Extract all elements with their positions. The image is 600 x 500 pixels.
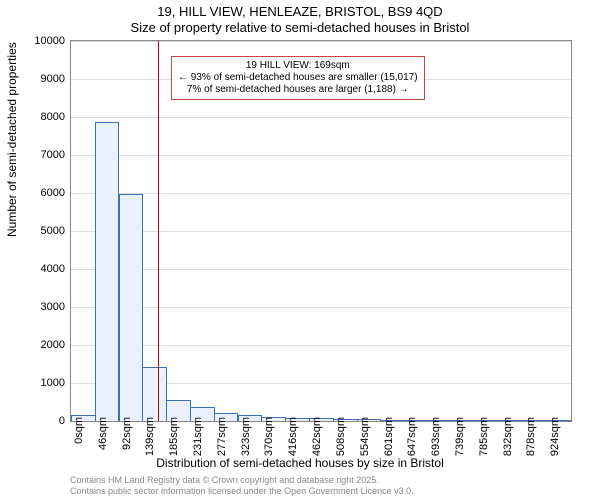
y-tick-label: 7000 [31,149,65,161]
x-tick-label: 46sqm [97,417,109,450]
x-tick-label: 139sqm [144,417,156,456]
x-axis-label: Distribution of semi-detached houses by … [0,456,600,470]
grid-line [71,155,571,156]
chart-subtitle: Size of property relative to semi-detach… [0,20,600,35]
grid-line [71,231,571,232]
x-tick-label: 601sqm [383,417,395,456]
grid-line [71,307,571,308]
y-tick-label: 1000 [31,377,65,389]
credits-line2: Contains public sector information licen… [70,486,414,497]
grid-line [71,269,571,270]
x-tick-label: 416sqm [287,417,299,456]
x-tick-label: 554sqm [359,417,371,456]
grid-line [71,193,571,194]
y-tick-label: 10000 [31,35,65,47]
y-tick-label: 5000 [31,225,65,237]
x-tick-label: 832sqm [502,417,514,456]
annotation-box: 19 HILL VIEW: 169sqm ← 93% of semi-detac… [171,56,425,100]
y-tick-label: 4000 [31,263,65,275]
x-tick-label: 370sqm [263,417,275,456]
histogram-bar [119,194,144,421]
y-tick-label: 0 [31,415,65,427]
annotation-line2: 7% of semi-detached houses are larger (1… [178,84,418,96]
credits-line1: Contains HM Land Registry data © Crown c… [70,475,414,486]
x-tick-label: 92sqm [121,417,133,450]
grid-line [71,117,571,118]
histogram-bar [95,122,120,421]
x-tick-label: 693sqm [430,417,442,456]
x-tick-label: 924sqm [549,417,561,456]
chart-plot-area: 0100020003000400050006000700080009000100… [70,40,572,422]
y-tick-label: 2000 [31,339,65,351]
grid-line [71,41,571,42]
x-tick-label: 0sqm [73,417,85,444]
x-tick-label: 462sqm [311,417,323,456]
y-tick-label: 6000 [31,187,65,199]
annotation-title: 19 HILL VIEW: 169sqm [178,60,418,72]
y-tick-label: 9000 [31,73,65,85]
x-tick-label: 878sqm [525,417,537,456]
y-axis-label: Number of semi-detached properties [5,42,19,237]
property-marker-line [158,41,159,421]
x-tick-label: 647sqm [406,417,418,456]
x-tick-label: 277sqm [216,417,228,456]
x-tick-label: 231sqm [192,417,204,456]
x-tick-label: 785sqm [478,417,490,456]
x-tick-label: 739sqm [454,417,466,456]
annotation-line1: ← 93% of semi-detached houses are smalle… [178,72,418,84]
y-tick-label: 8000 [31,111,65,123]
x-tick-label: 323sqm [240,417,252,456]
credits: Contains HM Land Registry data © Crown c… [70,475,414,497]
chart-title: 19, HILL VIEW, HENLEAZE, BRISTOL, BS9 4Q… [0,4,600,19]
x-tick-label: 185sqm [168,417,180,456]
histogram-bar [142,367,167,421]
y-tick-label: 3000 [31,301,65,313]
grid-line [71,345,571,346]
x-tick-label: 508sqm [335,417,347,456]
chart-container: 19, HILL VIEW, HENLEAZE, BRISTOL, BS9 4Q… [0,0,600,500]
